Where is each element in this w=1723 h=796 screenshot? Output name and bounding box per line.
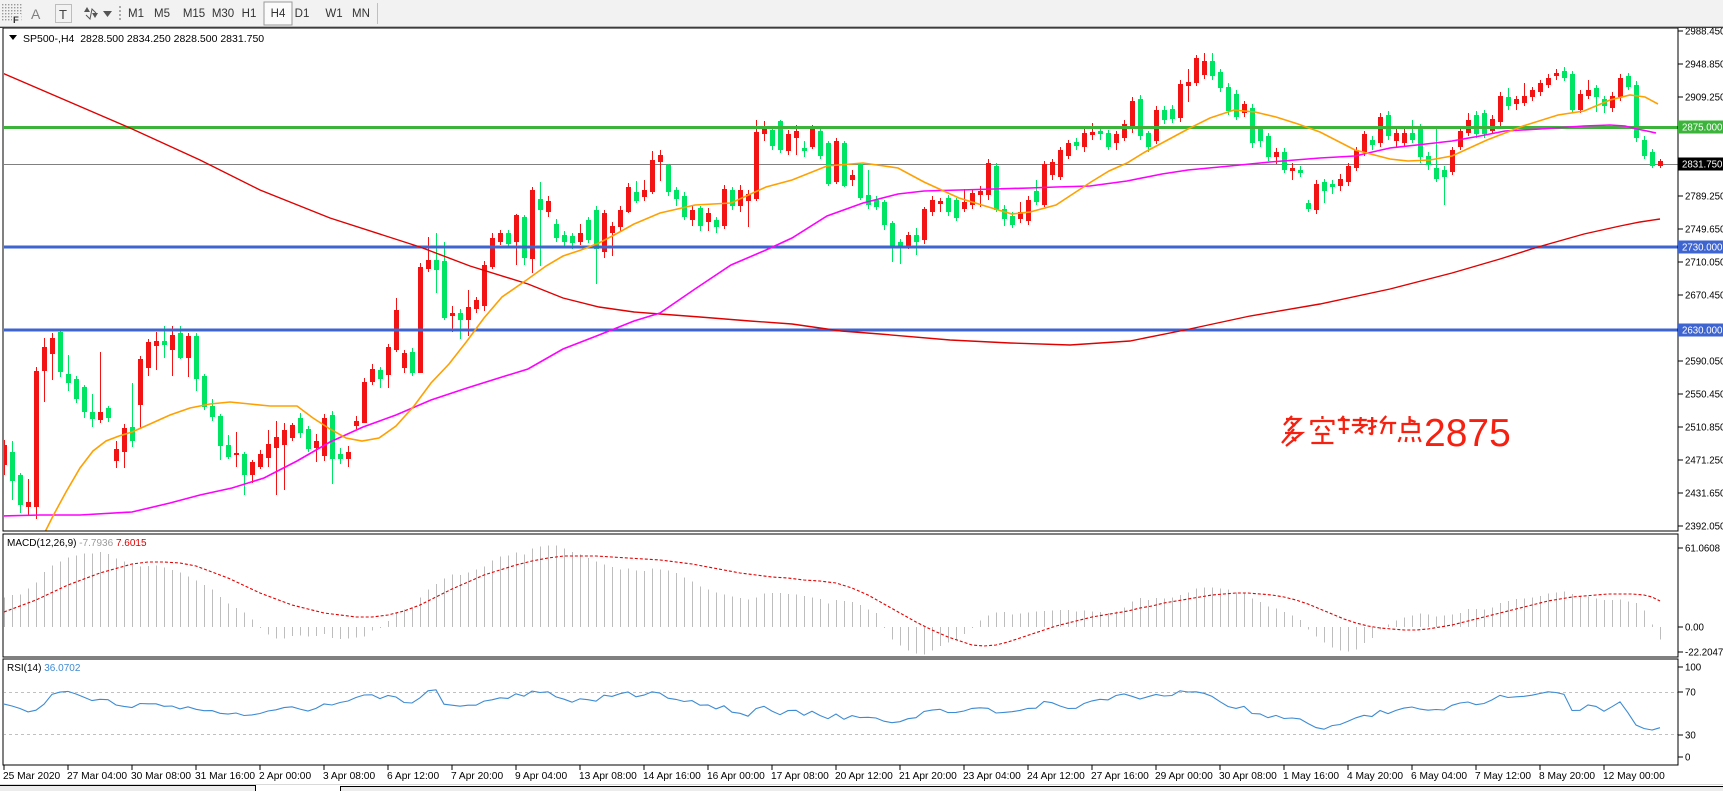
svg-text:12 May 00:00: 12 May 00:00 <box>1603 771 1665 782</box>
svg-text:M1: M1 <box>128 8 144 20</box>
svg-text:H4: H4 <box>271 8 286 20</box>
svg-text:30: 30 <box>1685 731 1696 742</box>
svg-text:M30: M30 <box>212 8 234 20</box>
svg-text:2590.050: 2590.050 <box>1685 357 1723 368</box>
svg-text:F: F <box>13 15 19 26</box>
svg-text:2 Apr 00:00: 2 Apr 00:00 <box>259 771 311 782</box>
svg-text:16 Apr 00:00: 16 Apr 00:00 <box>707 771 765 782</box>
svg-text:23 Apr 04:00: 23 Apr 04:00 <box>963 771 1021 782</box>
svg-text:21 Apr 20:00: 21 Apr 20:00 <box>899 771 957 782</box>
svg-text:13 Apr 08:00: 13 Apr 08:00 <box>579 771 637 782</box>
svg-text:6 May 04:00: 6 May 04:00 <box>1411 771 1467 782</box>
svg-text:MACD(12,26,9) -7.7936 7.6015: MACD(12,26,9) -7.7936 7.6015 <box>7 538 147 549</box>
svg-text:0.00: 0.00 <box>1685 623 1704 634</box>
svg-text:27 Apr 16:00: 27 Apr 16:00 <box>1091 771 1149 782</box>
svg-text:3 Apr 08:00: 3 Apr 08:00 <box>323 771 375 782</box>
svg-text:6 Apr 12:00: 6 Apr 12:00 <box>387 771 439 782</box>
svg-text:2875: 2875 <box>1424 412 1511 455</box>
svg-text:2730.000: 2730.000 <box>1682 243 1723 254</box>
svg-text:2988.450: 2988.450 <box>1685 27 1723 38</box>
svg-text:MN: MN <box>352 8 370 20</box>
svg-text:4 May 20:00: 4 May 20:00 <box>1347 771 1403 782</box>
svg-text:24 Apr 12:00: 24 Apr 12:00 <box>1027 771 1085 782</box>
svg-text:2630.000: 2630.000 <box>1682 326 1723 337</box>
svg-text:2431.650: 2431.650 <box>1685 489 1723 500</box>
svg-text:2909.250: 2909.250 <box>1685 93 1723 104</box>
svg-text:2789.250: 2789.250 <box>1685 192 1723 203</box>
svg-text:D1: D1 <box>295 8 310 20</box>
svg-text:H1: H1 <box>242 8 257 20</box>
svg-text:0: 0 <box>1685 753 1691 764</box>
svg-text:100: 100 <box>1685 663 1702 674</box>
svg-text:9 Apr 04:00: 9 Apr 04:00 <box>515 771 567 782</box>
svg-text:25 Mar 2020: 25 Mar 2020 <box>3 771 61 782</box>
svg-text:M5: M5 <box>154 8 170 20</box>
svg-text:14 Apr 16:00: 14 Apr 16:00 <box>643 771 701 782</box>
svg-text:2875.000: 2875.000 <box>1682 123 1723 134</box>
svg-text:7 Apr 20:00: 7 Apr 20:00 <box>451 771 503 782</box>
svg-text:2550.450: 2550.450 <box>1685 390 1723 401</box>
svg-text:61.0608: 61.0608 <box>1685 544 1720 555</box>
svg-text:1 May 16:00: 1 May 16:00 <box>1283 771 1339 782</box>
svg-text:31 Mar 16:00: 31 Mar 16:00 <box>195 771 255 782</box>
svg-text:RSI(14) 36.0702: RSI(14) 36.0702 <box>7 663 81 674</box>
svg-text:27 Mar 04:00: 27 Mar 04:00 <box>67 771 127 782</box>
svg-text:70: 70 <box>1685 688 1696 699</box>
svg-text:20 Apr 12:00: 20 Apr 12:00 <box>835 771 893 782</box>
svg-text:2948.850: 2948.850 <box>1685 60 1723 71</box>
svg-text:30 Mar 08:00: 30 Mar 08:00 <box>131 771 191 782</box>
svg-text:W1: W1 <box>325 8 342 20</box>
svg-text:8 May 20:00: 8 May 20:00 <box>1539 771 1595 782</box>
svg-text:T: T <box>59 7 67 22</box>
svg-text:2670.450: 2670.450 <box>1685 291 1723 302</box>
svg-text:2710.050: 2710.050 <box>1685 258 1723 269</box>
svg-text:2471.250: 2471.250 <box>1685 456 1723 467</box>
svg-text:29 Apr 00:00: 29 Apr 00:00 <box>1155 771 1213 782</box>
svg-text:2749.650: 2749.650 <box>1685 225 1723 236</box>
svg-text:2510.850: 2510.850 <box>1685 423 1723 434</box>
svg-text:-22.2047: -22.2047 <box>1685 648 1723 659</box>
svg-text:7 May 12:00: 7 May 12:00 <box>1475 771 1531 782</box>
svg-text:M15: M15 <box>183 8 205 20</box>
svg-text:SP500-,H4 2828.500 2834.250 2: SP500-,H4 2828.500 2834.250 2828.500 283… <box>23 33 264 45</box>
svg-text:30 Apr 08:00: 30 Apr 08:00 <box>1219 771 1277 782</box>
svg-text:2831.750: 2831.750 <box>1682 160 1723 171</box>
svg-text:17 Apr 08:00: 17 Apr 08:00 <box>771 771 829 782</box>
svg-text:A: A <box>31 6 41 22</box>
svg-text:2392.050: 2392.050 <box>1685 522 1723 533</box>
